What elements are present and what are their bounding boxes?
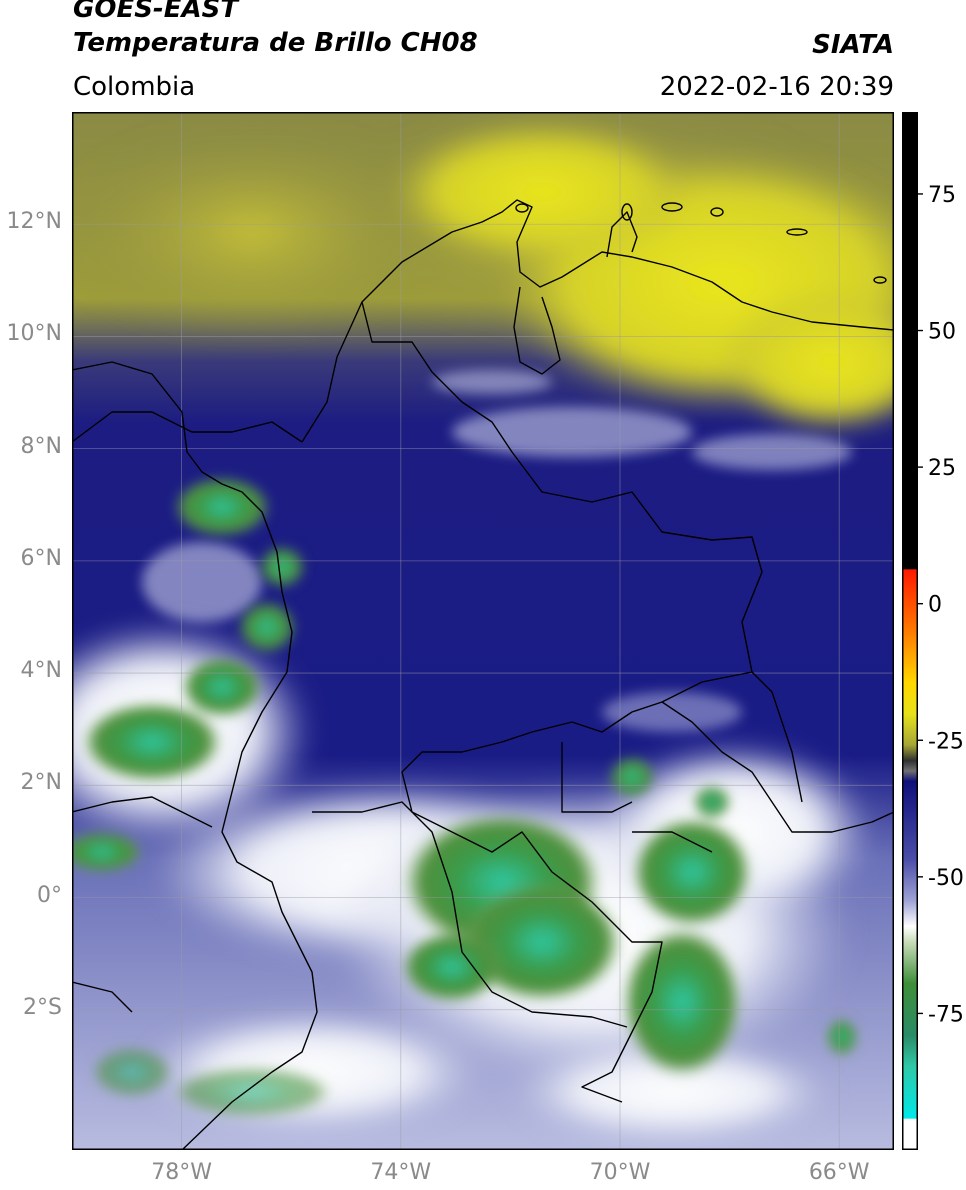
product-title: Temperatura de Brillo CH08 (73, 28, 478, 58)
coastlines-and-borders (72, 199, 894, 1150)
colorbar-tick-label: 25 (928, 456, 956, 481)
latitude-tick-label: 6°N (20, 545, 62, 571)
colorbar-scale (902, 112, 918, 1150)
latitude-tick-label: 10°N (6, 321, 62, 347)
colorbar-tick-label: 75 (928, 183, 956, 208)
satellite-title: GOES-EAST (73, 0, 239, 24)
datetime-label: 2022-02-16 20:39 (659, 72, 894, 102)
longitude-tick-label: 66°W (808, 1160, 870, 1185)
region-label: Colombia (73, 72, 196, 102)
colorbar-tick-label: -50 (928, 866, 964, 891)
longitude-tick-label: 70°W (589, 1160, 651, 1185)
institution-label: SIATA (812, 30, 894, 60)
dry-air-region (72, 112, 894, 432)
brightness-temperature-map (72, 112, 894, 1150)
colorbar-tick-label: -25 (928, 729, 964, 754)
colorbar-tick-label: -75 (928, 1002, 964, 1027)
latitude-tick-label: 8°N (20, 433, 62, 459)
colorbar: 75 50 25 0 -25 -50 -75 (902, 112, 964, 1150)
latitude-tick-label: 2°S (23, 994, 62, 1020)
convective-cores (72, 477, 857, 1117)
longitude-tick-label: 78°W (151, 1160, 212, 1185)
colorbar-tick-label: 0 (928, 593, 942, 618)
high-cloud-wisps (142, 370, 852, 732)
latitude-tick-label: 2°N (20, 770, 62, 796)
latitude-tick-label: 12°N (6, 209, 62, 235)
longitude-tick-label: 74°W (370, 1160, 432, 1185)
map-frame (72, 112, 894, 1150)
graticule (72, 112, 894, 1150)
latitude-tick-label: 0° (37, 882, 62, 908)
colorbar-tick-label: 50 (928, 320, 956, 345)
latitude-tick-label: 4°N (20, 658, 62, 684)
